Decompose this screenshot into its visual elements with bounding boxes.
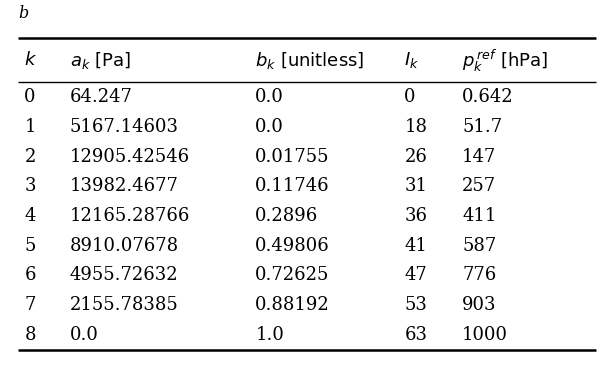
Text: 2155.78385: 2155.78385 [70, 296, 179, 314]
Text: 64.247: 64.247 [70, 88, 133, 106]
Text: 6: 6 [24, 266, 36, 284]
Text: $k$: $k$ [24, 51, 37, 70]
Text: 5: 5 [24, 237, 36, 255]
Text: 1000: 1000 [462, 326, 508, 344]
Text: 26: 26 [404, 147, 427, 165]
Text: 0.11746: 0.11746 [255, 177, 330, 195]
Text: 0.88192: 0.88192 [255, 296, 330, 314]
Text: 4955.72632: 4955.72632 [70, 266, 179, 284]
Text: 63: 63 [404, 326, 427, 344]
Text: 7: 7 [24, 296, 36, 314]
Text: $I_k$: $I_k$ [404, 51, 420, 70]
Text: 0.01755: 0.01755 [255, 147, 330, 165]
Text: 5167.14603: 5167.14603 [70, 118, 179, 136]
Text: 587: 587 [462, 237, 496, 255]
Text: 257: 257 [462, 177, 496, 195]
Text: 13982.4677: 13982.4677 [70, 177, 179, 195]
Text: $a_k\ \mathrm{[Pa]}$: $a_k\ \mathrm{[Pa]}$ [70, 50, 131, 71]
Text: 51.7: 51.7 [462, 118, 502, 136]
Text: 0.642: 0.642 [462, 88, 514, 106]
Text: $p_k^{\,ref}\ \mathrm{[hPa]}$: $p_k^{\,ref}\ \mathrm{[hPa]}$ [462, 47, 548, 74]
Text: 3: 3 [24, 177, 36, 195]
Text: 36: 36 [404, 207, 427, 225]
Text: 0.0: 0.0 [255, 88, 284, 106]
Text: 0.49806: 0.49806 [255, 237, 330, 255]
Text: 0: 0 [24, 88, 36, 106]
Text: 8910.07678: 8910.07678 [70, 237, 179, 255]
Text: 903: 903 [462, 296, 497, 314]
Text: 8: 8 [24, 326, 36, 344]
Text: 4: 4 [24, 207, 36, 225]
Text: $b_k\ \mathrm{[unitless]}$: $b_k\ \mathrm{[unitless]}$ [255, 50, 365, 71]
Text: 776: 776 [462, 266, 496, 284]
Text: 147: 147 [462, 147, 496, 165]
Text: 12905.42546: 12905.42546 [70, 147, 190, 165]
Text: 0.2896: 0.2896 [255, 207, 319, 225]
Text: 0: 0 [404, 88, 416, 106]
Text: 0.0: 0.0 [255, 118, 284, 136]
Text: b: b [18, 5, 29, 22]
Text: 0.0: 0.0 [70, 326, 98, 344]
Text: 47: 47 [404, 266, 427, 284]
Text: 411: 411 [462, 207, 497, 225]
Text: 53: 53 [404, 296, 427, 314]
Text: 18: 18 [404, 118, 427, 136]
Text: 2: 2 [24, 147, 36, 165]
Text: 1.0: 1.0 [255, 326, 284, 344]
Text: 1: 1 [24, 118, 36, 136]
Text: 41: 41 [404, 237, 427, 255]
Text: 12165.28766: 12165.28766 [70, 207, 190, 225]
Text: 31: 31 [404, 177, 427, 195]
Text: 0.72625: 0.72625 [255, 266, 330, 284]
